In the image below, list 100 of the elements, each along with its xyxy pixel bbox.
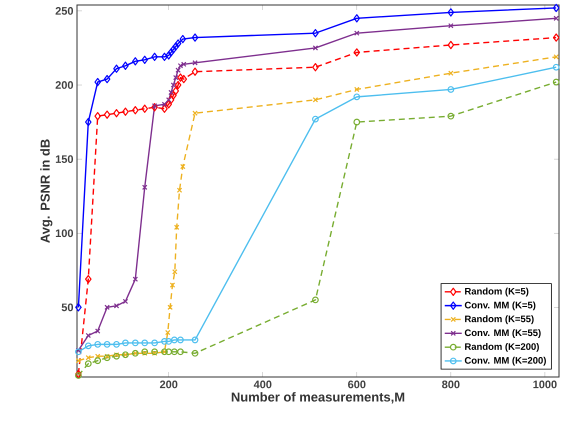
point [172, 269, 178, 274]
point [192, 67, 198, 76]
point [151, 348, 158, 356]
point [447, 112, 454, 120]
point [447, 86, 454, 93]
point [165, 348, 172, 356]
x-tick-label: 400 [254, 380, 272, 388]
point [152, 350, 158, 356]
point [104, 110, 110, 119]
point [181, 62, 186, 67]
point [312, 45, 318, 51]
point [172, 42, 180, 51]
point [177, 73, 184, 82]
point [86, 355, 92, 360]
point [192, 110, 198, 116]
point [94, 357, 102, 364]
point [170, 45, 177, 54]
point [553, 54, 559, 60]
point [161, 104, 168, 113]
point [172, 86, 180, 96]
point [180, 164, 186, 170]
point [165, 51, 172, 60]
legend-label: Random (K=5) [465, 288, 528, 296]
point [75, 372, 82, 379]
point [192, 60, 198, 66]
point [176, 188, 182, 193]
point [165, 338, 172, 345]
legend-label: Random (K=200) [465, 342, 539, 352]
point [104, 74, 110, 84]
point [165, 330, 170, 336]
point [104, 304, 110, 310]
point [94, 112, 101, 120]
point [113, 352, 120, 360]
point [104, 340, 110, 348]
x-tick-label: 200 [160, 380, 178, 388]
point [312, 116, 319, 122]
point [104, 354, 110, 362]
x-tick-label: 600 [348, 380, 366, 388]
point [132, 340, 139, 346]
point [113, 340, 120, 348]
point [84, 360, 92, 368]
point [552, 33, 560, 42]
point [448, 8, 454, 17]
x-tick-label: 800 [442, 380, 460, 388]
y-tick-label: 150 [56, 155, 74, 164]
point [75, 370, 82, 378]
point [354, 48, 360, 57]
y-tick-label: 100 [56, 229, 74, 238]
point [94, 328, 100, 334]
point [170, 348, 178, 356]
point [354, 14, 360, 23]
point [448, 70, 454, 76]
point [552, 78, 560, 86]
point [312, 63, 319, 72]
point [174, 224, 180, 230]
point [141, 348, 148, 356]
point [114, 352, 120, 358]
point [312, 97, 318, 103]
point [162, 102, 168, 107]
point [122, 108, 129, 116]
point [178, 63, 184, 68]
x-axis-title: Number of measurements,M [232, 392, 404, 404]
point [173, 74, 178, 80]
point [180, 74, 188, 84]
point [175, 67, 181, 73]
point [122, 62, 129, 70]
point [161, 338, 168, 345]
point [132, 106, 139, 114]
point [141, 56, 148, 64]
point [170, 91, 177, 100]
y-tick-label: 250 [56, 7, 74, 15]
point [312, 296, 319, 304]
point [168, 48, 174, 57]
point [192, 350, 198, 357]
y-axis-title: Avg. PSNR in dB [40, 139, 52, 243]
y-tick-label: 200 [56, 81, 74, 89]
point [76, 358, 82, 364]
point [170, 282, 176, 288]
point [84, 342, 92, 350]
point [448, 40, 454, 50]
x-tick-label: 1000 [533, 380, 557, 388]
point [180, 34, 186, 44]
point [448, 23, 454, 28]
y-tick-label: 50 [62, 303, 74, 312]
point [86, 332, 92, 338]
point [168, 90, 174, 96]
point [122, 340, 129, 346]
point [151, 103, 158, 112]
point [166, 97, 172, 103]
point [152, 103, 158, 108]
point [151, 340, 158, 346]
point [174, 39, 182, 48]
point [192, 33, 198, 42]
legend-label: Conv. MM (K=200) [464, 356, 546, 366]
point [132, 276, 138, 282]
point [170, 82, 176, 88]
point [141, 104, 148, 113]
point [165, 100, 172, 108]
legend-label: Conv. MM (K=5) [464, 301, 536, 310]
point [354, 86, 360, 92]
